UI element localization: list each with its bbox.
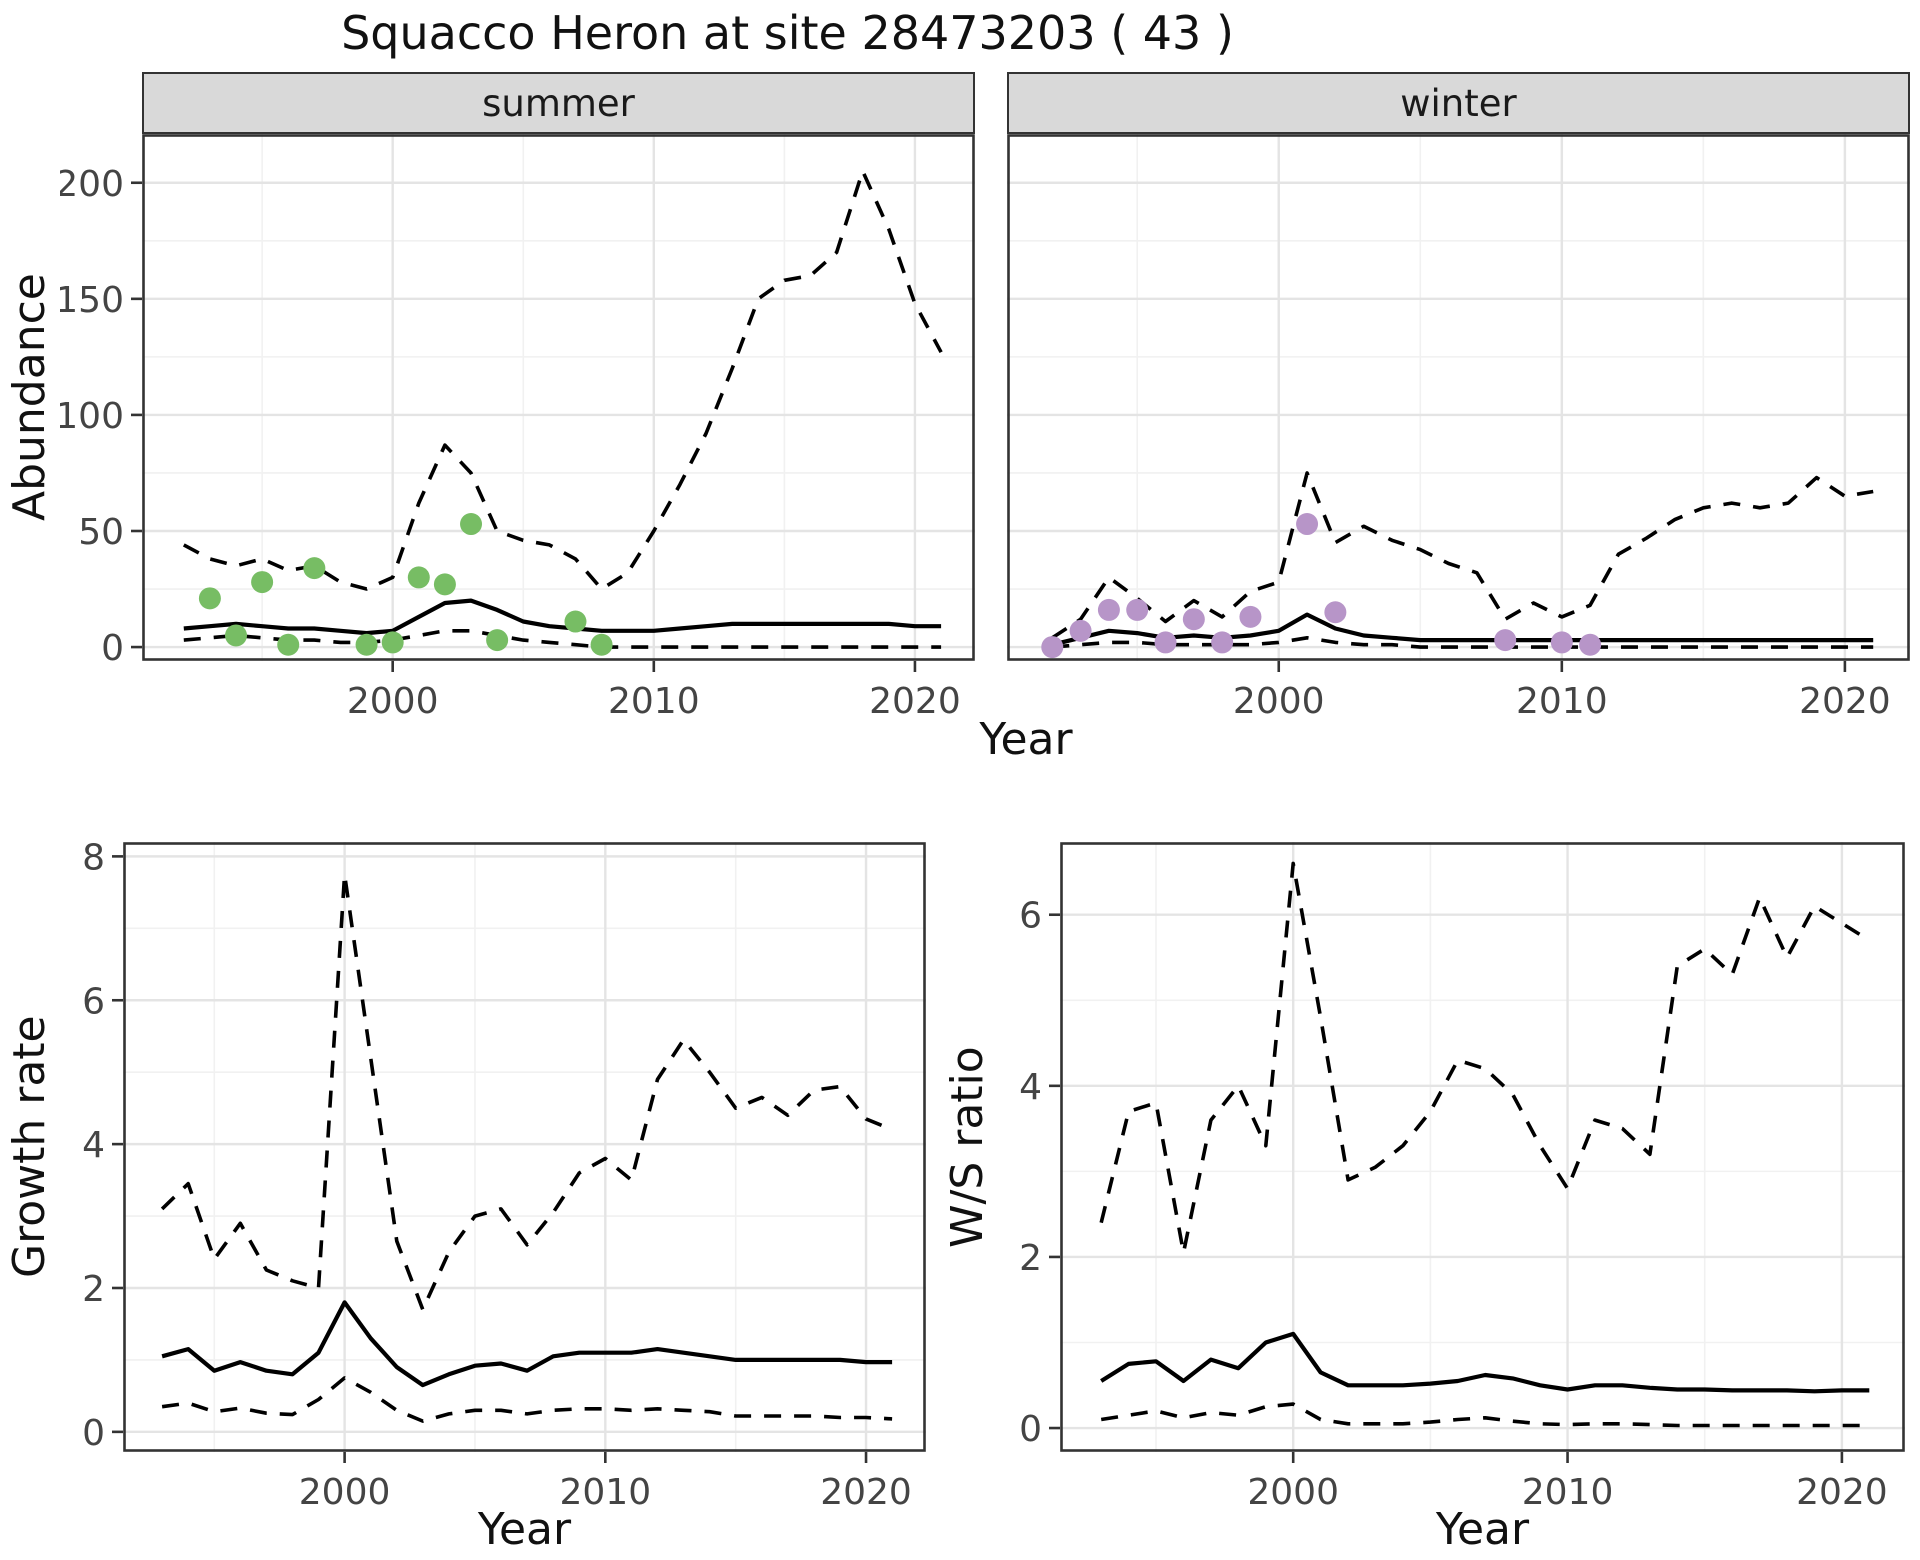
facet-strip-winter-label: winter (1400, 81, 1517, 125)
facet-strip-summer-label: summer (482, 81, 635, 125)
winter-abundance-plot: 2000 2010 2020 (1007, 134, 1910, 722)
svg-text:2000: 2000 (299, 1472, 391, 1513)
svg-text:2: 2 (1019, 1238, 1042, 1279)
svg-text:200: 200 (60, 164, 124, 205)
svg-text:2010: 2010 (608, 681, 700, 722)
svg-text:2020: 2020 (1799, 681, 1891, 722)
svg-text:4: 4 (82, 1125, 105, 1166)
summer-abundance-plot: 2000 2010 2020 0 50 100 150 200 (60, 134, 975, 722)
svg-text:2000: 2000 (1247, 1472, 1339, 1513)
facet-strip-summer: summer (142, 72, 975, 134)
facet-strip-winter: winter (1007, 72, 1910, 134)
svg-text:0: 0 (1019, 1409, 1042, 1450)
svg-text:0: 0 (101, 628, 124, 669)
ws-x-axis-title: Year (1435, 1504, 1530, 1555)
svg-text:2010: 2010 (1516, 681, 1608, 722)
growth-rate-axis-title: Growth rate (4, 1015, 55, 1279)
svg-text:50: 50 (78, 512, 124, 553)
ws-ratio-plot: 2000 2010 2020 0 2 4 6 (1019, 842, 1905, 1513)
top-x-axis-title: Year (979, 714, 1073, 765)
growth-rate-plot: 2000 2010 2020 0 2 4 6 8 (82, 842, 926, 1513)
svg-text:2: 2 (82, 1269, 105, 1310)
ws-ratio-axis-title: W/S ratio (942, 1046, 993, 1248)
svg-text:2020: 2020 (869, 681, 961, 722)
svg-text:2020: 2020 (1796, 1472, 1888, 1513)
svg-text:0: 0 (82, 1413, 105, 1454)
svg-text:2000: 2000 (1233, 681, 1325, 722)
svg-text:4: 4 (1019, 1067, 1042, 1108)
svg-text:2010: 2010 (560, 1472, 652, 1513)
svg-text:6: 6 (82, 981, 105, 1022)
svg-text:2010: 2010 (1522, 1472, 1614, 1513)
svg-text:8: 8 (82, 842, 105, 878)
svg-text:2020: 2020 (820, 1472, 912, 1513)
svg-text:150: 150 (60, 280, 124, 321)
svg-text:6: 6 (1019, 896, 1042, 937)
figure-title: Squacco Heron at site 28473203 ( 43 ) (341, 6, 1234, 60)
growth-x-axis-title: Year (477, 1504, 572, 1555)
svg-text:2000: 2000 (347, 681, 439, 722)
svg-text:100: 100 (60, 396, 124, 437)
abundance-axis-title: Abundance (4, 273, 55, 522)
